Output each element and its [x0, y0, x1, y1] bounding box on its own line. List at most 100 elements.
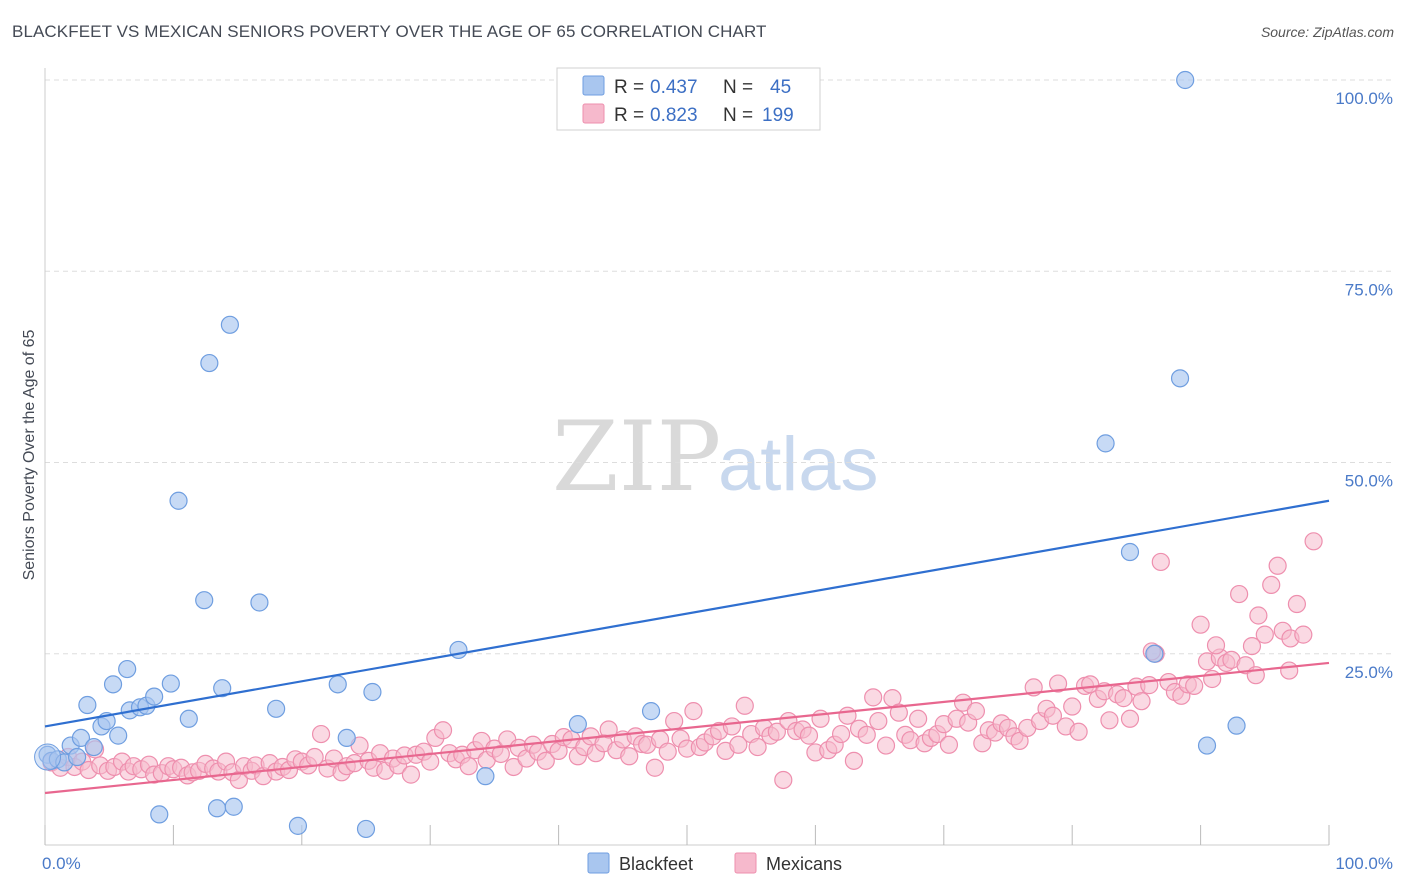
mexicans-point	[504, 757, 523, 777]
blackfeet-point	[109, 726, 128, 745]
chart-title: BLACKFEET VS MEXICAN SENIORS POVERTY OVE…	[12, 22, 767, 41]
blackfeet-point	[200, 353, 219, 373]
legend-r-value-mexicans: 0.823	[650, 105, 698, 126]
blackfeet-point	[213, 679, 232, 698]
blackfeet-point	[288, 816, 308, 835]
blackfeet-point	[250, 593, 269, 612]
mexicans-point	[869, 711, 888, 731]
blackfeet-point	[1176, 70, 1195, 90]
mexicans-point	[1132, 692, 1151, 711]
blackfeet-point	[145, 687, 164, 706]
mexicans-point	[536, 751, 555, 770]
blackfeet-point	[161, 674, 180, 693]
mexicans-point	[1063, 697, 1082, 716]
blackfeet-point	[1096, 434, 1115, 453]
mexicans-point	[1287, 594, 1307, 614]
blackfeet-point	[568, 715, 587, 734]
series-legend-label-blackfeet: Blackfeet	[619, 854, 693, 874]
blackfeet-point	[103, 675, 123, 694]
blackfeet-point	[641, 702, 661, 721]
legend: R = 0.437 N = 45 R = 0.823 N = 199	[556, 67, 821, 131]
blackfeet-point	[78, 695, 97, 715]
mexicans-point	[401, 765, 421, 784]
axes	[44, 68, 1330, 846]
blackfeet-point	[150, 805, 169, 824]
mexicans-point	[966, 702, 986, 721]
blackfeet-point	[1120, 542, 1140, 562]
mexicans-point	[844, 751, 864, 770]
mexicans-point	[684, 702, 703, 721]
blackfeet-point	[84, 737, 103, 757]
mexicans-point	[1043, 706, 1063, 725]
blackfeet-point	[356, 819, 376, 839]
mexicans-point	[857, 725, 876, 744]
legend-r-label-blackfeet: R =	[614, 77, 644, 98]
blackfeet-point	[1170, 369, 1190, 388]
blackfeet-point	[220, 315, 239, 334]
blackfeet-point	[34, 743, 62, 771]
blackfeet-point	[1145, 644, 1164, 663]
blackfeet-point	[169, 491, 188, 510]
series-legend-label-mexicans: Mexicans	[766, 854, 842, 874]
mexicans-point	[799, 726, 819, 745]
mexicans-point	[599, 720, 618, 739]
mexicans-point	[433, 721, 453, 740]
blackfeet-trend-line	[44, 499, 1330, 728]
mexicans-point	[748, 737, 767, 757]
blackfeet-point	[118, 659, 137, 679]
blackfeet-point	[476, 767, 495, 786]
blackfeet-point	[337, 728, 356, 748]
mexicans-point	[459, 757, 478, 776]
grid-lines	[45, 79, 1393, 655]
mexicans-point	[876, 736, 896, 755]
series-legend: Blackfeet Mexicans	[587, 852, 842, 874]
mexicans-point	[1304, 532, 1323, 551]
mexicans-trend-line	[44, 661, 1330, 795]
blackfeet-point	[328, 675, 347, 694]
mexicans-point	[864, 688, 883, 707]
tick-labels: 25.0% 50.0% 75.0% 100.0% 0.0% 100.0%	[42, 89, 1393, 873]
blackfeet-point	[179, 709, 198, 728]
mexicans-point	[889, 703, 908, 722]
mexicans-point	[1255, 625, 1274, 644]
y-tick-label: 100.0%	[1335, 89, 1393, 108]
mexicans-point	[735, 696, 754, 715]
x-tick-label: 0.0%	[42, 854, 81, 873]
mexicans-point	[1114, 689, 1133, 708]
source-credit: Source: ZipAtlas.com	[1260, 24, 1394, 40]
legend-n-label-blackfeet: N =	[723, 77, 753, 98]
blackfeet-point	[1227, 716, 1246, 735]
mexicans-point	[722, 717, 742, 736]
mexicans-point	[645, 758, 665, 777]
mexicans-point	[311, 724, 331, 744]
mexicans-point	[1249, 606, 1268, 625]
blackfeet-point	[224, 797, 243, 816]
mexicans-point	[1262, 575, 1281, 595]
blackfeet-points	[34, 70, 1246, 839]
mexicans-point	[1151, 552, 1170, 572]
mexicans-point	[1294, 625, 1313, 644]
blackfeet-point	[207, 799, 227, 818]
watermark-zip: ZIP	[552, 401, 721, 513]
legend-r-label-mexicans: R =	[614, 105, 644, 126]
mexicans-point	[665, 711, 684, 731]
y-tick-label: 50.0%	[1345, 472, 1393, 491]
mexicans-points	[42, 532, 1323, 790]
blackfeet-point	[1197, 736, 1217, 755]
mexicans-point	[1268, 556, 1287, 575]
legend-swatch-mexicans	[582, 103, 605, 124]
mexicans-point	[774, 770, 793, 790]
mexicans-point	[767, 722, 786, 741]
y-tick-label: 25.0%	[1345, 663, 1393, 682]
watermark-atlas: atlas	[718, 422, 879, 507]
legend-n-label-mexicans: N =	[723, 105, 753, 126]
mexicans-point	[909, 709, 928, 728]
series-legend-swatch-blackfeet	[587, 852, 610, 874]
mexicans-point	[1206, 636, 1226, 655]
watermark: ZIP atlas	[552, 401, 879, 513]
mexicans-point	[831, 724, 851, 744]
mexicans-point	[729, 735, 748, 754]
x-tick-label: 100.0%	[1335, 854, 1393, 873]
mexicans-point	[1280, 661, 1299, 680]
